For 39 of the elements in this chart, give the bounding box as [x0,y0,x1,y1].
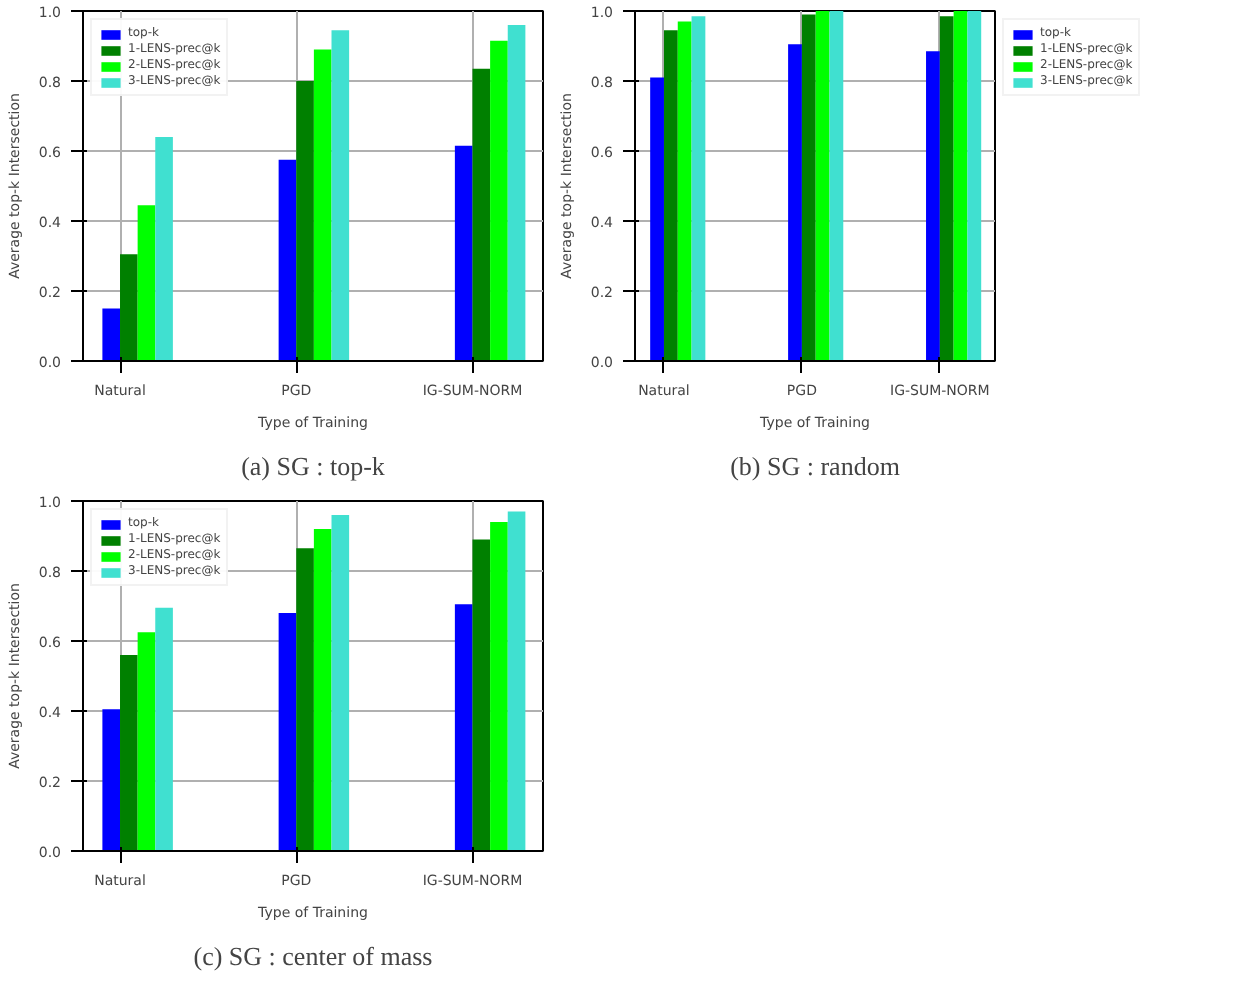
text: (b) SG : random [730,451,900,481]
text: (c) SG : center of mass [193,941,433,971]
bar [663,30,678,361]
bar [155,607,173,851]
bar [490,40,508,361]
bar [472,68,491,361]
bar [278,613,297,851]
bar [278,159,297,361]
bar [953,11,968,361]
bar [120,655,138,851]
bar [967,11,982,361]
bar [331,515,350,851]
bar [490,522,508,851]
bar [650,77,664,361]
bar [296,81,314,361]
bar [137,632,156,851]
bar [815,11,830,361]
text: (a) SG : top-k [241,451,386,481]
bar [677,21,692,361]
bar [454,604,473,851]
bar [313,529,332,851]
bar [454,145,473,361]
bar [120,254,138,361]
bar [137,205,156,361]
bar [313,49,332,361]
bar [507,511,526,851]
bar [331,30,350,361]
bar [507,25,526,361]
bar [691,16,706,361]
bar [472,539,491,851]
bar [296,548,314,851]
bar [939,16,954,361]
bar [155,137,173,361]
bar [788,44,802,361]
bar [102,709,121,851]
bar [801,14,816,361]
bar [102,308,121,361]
bar [829,11,844,361]
bar [926,51,940,361]
